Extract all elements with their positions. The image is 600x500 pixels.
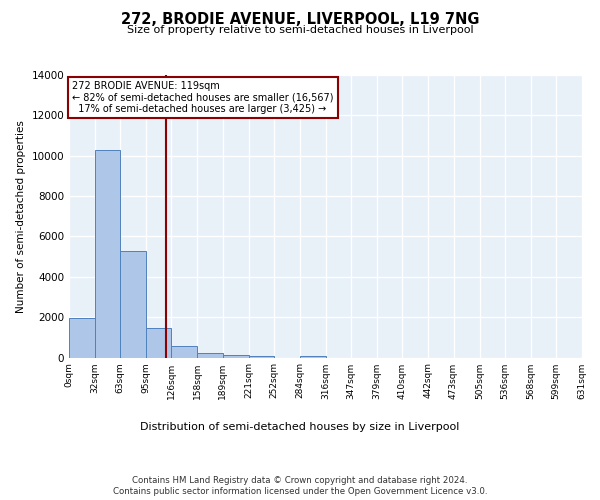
- Bar: [197, 354, 223, 358]
- Bar: [95, 150, 120, 358]
- Bar: [300, 356, 326, 358]
- Bar: [146, 328, 172, 358]
- Bar: [69, 318, 95, 358]
- Bar: [248, 356, 274, 358]
- Y-axis label: Number of semi-detached properties: Number of semi-detached properties: [16, 120, 26, 312]
- Text: 272, BRODIE AVENUE, LIVERPOOL, L19 7NG: 272, BRODIE AVENUE, LIVERPOOL, L19 7NG: [121, 12, 479, 28]
- Bar: [120, 250, 146, 358]
- Bar: [172, 346, 197, 358]
- Text: Contains public sector information licensed under the Open Government Licence v3: Contains public sector information licen…: [113, 488, 487, 496]
- Bar: [223, 355, 248, 358]
- Text: Contains HM Land Registry data © Crown copyright and database right 2024.: Contains HM Land Registry data © Crown c…: [132, 476, 468, 485]
- Text: Distribution of semi-detached houses by size in Liverpool: Distribution of semi-detached houses by …: [140, 422, 460, 432]
- Text: Size of property relative to semi-detached houses in Liverpool: Size of property relative to semi-detach…: [127, 25, 473, 35]
- Text: 272 BRODIE AVENUE: 119sqm
← 82% of semi-detached houses are smaller (16,567)
  1: 272 BRODIE AVENUE: 119sqm ← 82% of semi-…: [72, 81, 334, 114]
